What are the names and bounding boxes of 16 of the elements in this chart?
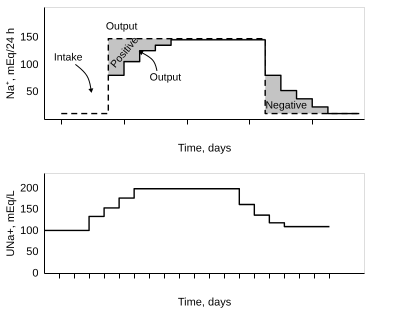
y-tick-label: 100 bbox=[20, 224, 38, 237]
y-tick-label: 100 bbox=[20, 58, 38, 71]
y-axis-title: UNa+, mEq/L bbox=[5, 190, 18, 257]
y-tick-label: 150 bbox=[20, 32, 38, 44]
annotation: Output bbox=[106, 20, 138, 33]
annotation: Negative bbox=[265, 100, 308, 112]
y-tick-label: 0 bbox=[32, 268, 38, 280]
annotation: Output bbox=[150, 71, 182, 84]
x-axis-title: Time, days bbox=[178, 142, 232, 154]
annotation: Intake bbox=[54, 51, 83, 64]
y-tick-label: 50 bbox=[26, 86, 38, 98]
y-tick-label: 200 bbox=[20, 182, 38, 194]
y-tick-label: 50 bbox=[26, 246, 38, 258]
y-tick-label: 150 bbox=[20, 204, 38, 216]
y-axis-title: Na⁺, mEq/24 h bbox=[5, 28, 18, 100]
x-axis-title: Time, days bbox=[178, 296, 232, 308]
